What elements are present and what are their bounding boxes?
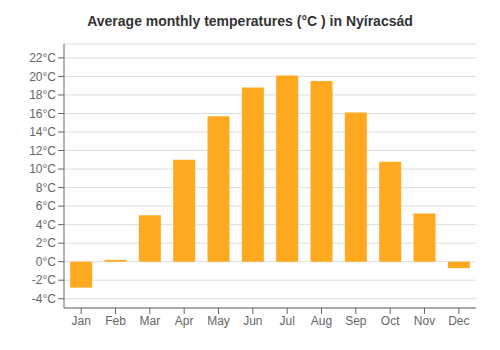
svg-text:2°C: 2°C [36,236,56,250]
html-text:Average monthly temperatures (: Average monthly temperatures (°C ) in Ny… [87,13,413,29]
svg-text:Dec: Dec [448,314,469,328]
svg-text:Oct: Oct [381,314,400,328]
svg-text:Jun: Jun [243,314,262,328]
svg-text:Feb: Feb [105,314,126,328]
svg-text:8°C: 8°C [36,181,56,195]
svg-text:4°C: 4°C [36,218,56,232]
svg-text:Nov: Nov [414,314,435,328]
svg-text:14°C: 14°C [29,125,56,139]
svg-text:Mar: Mar [139,314,160,328]
svg-text:20°C: 20°C [29,70,56,84]
svg-text:May: May [207,314,230,328]
svg-text:22°C: 22°C [29,51,56,65]
svg-text:18°C: 18°C [29,88,56,102]
svg-text:-2°C: -2°C [32,273,56,287]
svg-text:6°C: 6°C [36,199,56,213]
svg-text:Jan: Jan [71,314,90,328]
svg-text:0°C: 0°C [36,255,56,269]
svg-text:10°C: 10°C [29,162,56,176]
svg-text:-4°C: -4°C [32,292,56,306]
svg-text:Jul: Jul [279,314,294,328]
svg-text:Apr: Apr [175,314,194,328]
svg-text:16°C: 16°C [29,107,56,121]
svg-text:Sep: Sep [345,314,367,328]
svg-text:12°C: 12°C [29,144,56,158]
svg-text:Aug: Aug [311,314,332,328]
